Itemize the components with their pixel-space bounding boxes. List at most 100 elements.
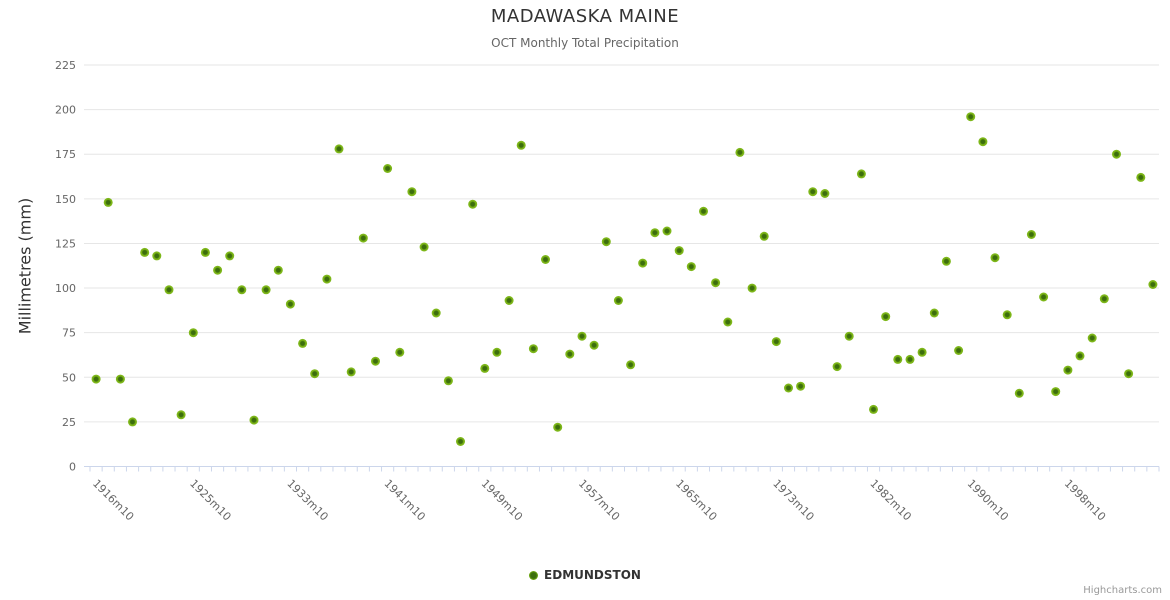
data-point[interactable] bbox=[941, 256, 951, 266]
data-point[interactable] bbox=[808, 187, 818, 197]
data-point[interactable] bbox=[771, 337, 781, 347]
data-point[interactable] bbox=[1099, 294, 1109, 304]
data-point[interactable] bbox=[285, 299, 295, 309]
data-point[interactable] bbox=[273, 265, 283, 275]
data-point[interactable] bbox=[468, 199, 478, 209]
data-point[interactable] bbox=[431, 308, 441, 318]
data-point[interactable] bbox=[1039, 292, 1049, 302]
x-axis-tick-label: 1949m10 bbox=[479, 477, 525, 523]
y-axis-tick-label: 25 bbox=[62, 416, 76, 429]
data-point[interactable] bbox=[929, 308, 939, 318]
data-point[interactable] bbox=[492, 347, 502, 357]
data-point[interactable] bbox=[225, 251, 235, 261]
data-point[interactable] bbox=[237, 285, 247, 295]
data-point[interactable] bbox=[322, 274, 332, 284]
data-point[interactable] bbox=[613, 296, 623, 305]
data-point[interactable] bbox=[346, 367, 356, 377]
data-point[interactable] bbox=[686, 262, 696, 272]
data-point[interactable] bbox=[844, 331, 854, 341]
data-point[interactable] bbox=[1014, 388, 1024, 398]
data-point[interactable] bbox=[504, 296, 514, 305]
data-point[interactable] bbox=[553, 422, 563, 432]
data-point[interactable] bbox=[419, 242, 429, 252]
data-point[interactable] bbox=[176, 410, 186, 420]
data-point[interactable] bbox=[1002, 310, 1012, 320]
data-point[interactable] bbox=[383, 164, 393, 173]
data-point[interactable] bbox=[103, 197, 113, 207]
data-point[interactable] bbox=[1148, 280, 1158, 289]
data-point[interactable] bbox=[140, 247, 150, 257]
data-point[interactable] bbox=[917, 347, 927, 357]
data-point[interactable] bbox=[1063, 365, 1073, 375]
y-axis-tick-label: 50 bbox=[62, 371, 76, 384]
data-point[interactable] bbox=[528, 344, 538, 354]
data-point[interactable] bbox=[674, 246, 684, 256]
data-point[interactable] bbox=[954, 346, 964, 355]
legend-item[interactable]: EDMUNDSTON bbox=[0, 565, 1170, 585]
data-point[interactable] bbox=[128, 417, 137, 427]
data-point[interactable] bbox=[662, 226, 672, 236]
data-point[interactable] bbox=[638, 258, 648, 268]
data-point[interactable] bbox=[310, 369, 320, 379]
data-point[interactable] bbox=[784, 383, 793, 393]
data-point[interactable] bbox=[820, 189, 830, 198]
highcharts-credit-link[interactable]: Highcharts.com bbox=[1083, 585, 1162, 596]
data-point[interactable] bbox=[735, 147, 745, 157]
data-point[interactable] bbox=[966, 112, 976, 122]
data-point[interactable] bbox=[650, 228, 660, 238]
data-point[interactable] bbox=[395, 347, 405, 357]
data-point[interactable] bbox=[893, 354, 903, 364]
data-point[interactable] bbox=[990, 253, 1000, 263]
data-point[interactable] bbox=[298, 338, 308, 348]
data-point[interactable] bbox=[249, 415, 259, 425]
data-point[interactable] bbox=[456, 437, 465, 446]
y-axis-tick-label: 75 bbox=[62, 327, 76, 340]
data-point[interactable] bbox=[1075, 351, 1085, 361]
data-point[interactable] bbox=[164, 285, 174, 295]
data-point[interactable] bbox=[1136, 172, 1146, 182]
data-point[interactable] bbox=[601, 237, 611, 247]
data-point[interactable] bbox=[91, 374, 101, 384]
data-point[interactable] bbox=[978, 137, 988, 147]
data-point[interactable] bbox=[1026, 230, 1036, 239]
data-point[interactable] bbox=[480, 363, 490, 373]
data-point[interactable] bbox=[443, 376, 453, 386]
data-point[interactable] bbox=[856, 169, 866, 179]
y-axis-tick-label: 200 bbox=[55, 104, 76, 117]
data-point[interactable] bbox=[723, 317, 733, 327]
chart-title: MADAWASKA MAINE bbox=[490, 6, 680, 27]
data-point[interactable] bbox=[1112, 149, 1121, 159]
data-point[interactable] bbox=[577, 331, 587, 341]
data-point[interactable] bbox=[699, 206, 708, 216]
data-point[interactable] bbox=[881, 312, 891, 322]
data-point[interactable] bbox=[869, 404, 878, 414]
x-axis-tick-label: 1973m10 bbox=[770, 477, 816, 523]
data-point[interactable] bbox=[115, 374, 125, 384]
data-point[interactable] bbox=[711, 278, 721, 288]
data-point[interactable] bbox=[1124, 369, 1134, 379]
data-point[interactable] bbox=[796, 381, 806, 391]
data-point[interactable] bbox=[261, 285, 271, 295]
data-point[interactable] bbox=[747, 283, 757, 293]
data-point[interactable] bbox=[371, 356, 380, 366]
data-point[interactable] bbox=[358, 233, 368, 243]
data-point[interactable] bbox=[759, 231, 769, 241]
data-point[interactable] bbox=[152, 251, 162, 261]
y-axis-tick-label: 175 bbox=[55, 148, 76, 161]
data-point[interactable] bbox=[407, 187, 417, 197]
data-point[interactable] bbox=[334, 144, 344, 154]
data-point[interactable] bbox=[188, 328, 198, 338]
data-point[interactable] bbox=[905, 354, 915, 364]
x-axis-tick-label: 1933m10 bbox=[284, 477, 330, 523]
data-point[interactable] bbox=[200, 247, 210, 257]
data-point[interactable] bbox=[589, 340, 599, 350]
data-point[interactable] bbox=[213, 265, 223, 275]
data-point[interactable] bbox=[832, 362, 842, 372]
data-point[interactable] bbox=[565, 349, 575, 359]
data-point[interactable] bbox=[626, 360, 636, 370]
data-point[interactable] bbox=[516, 140, 526, 150]
data-point[interactable] bbox=[541, 255, 550, 264]
data-point[interactable] bbox=[1087, 333, 1097, 343]
x-axis-tick-label: 1925m10 bbox=[187, 477, 233, 523]
data-point[interactable] bbox=[1051, 387, 1061, 397]
